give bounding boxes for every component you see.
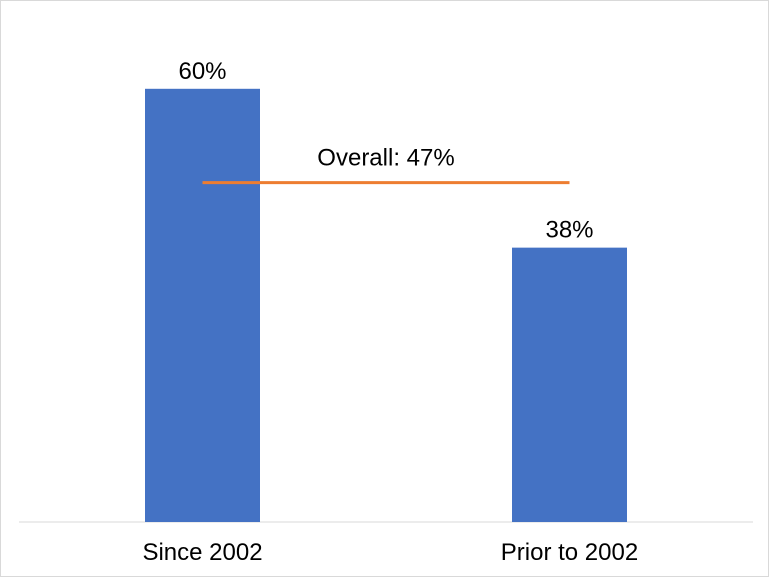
bar-prior-to-2002: [512, 247, 627, 522]
reference-line-group: Overall: 47%: [202, 145, 570, 185]
bars-group: 60% 38%: [145, 58, 627, 523]
x-tick-label: Since 2002: [142, 539, 262, 566]
x-tick-label: Prior to 2002: [501, 539, 638, 566]
data-label: 60%: [178, 58, 226, 85]
bar-since-2002: [145, 88, 260, 523]
data-label: 38%: [545, 217, 593, 244]
overall-reference-label: Overall: 47%: [317, 145, 454, 172]
